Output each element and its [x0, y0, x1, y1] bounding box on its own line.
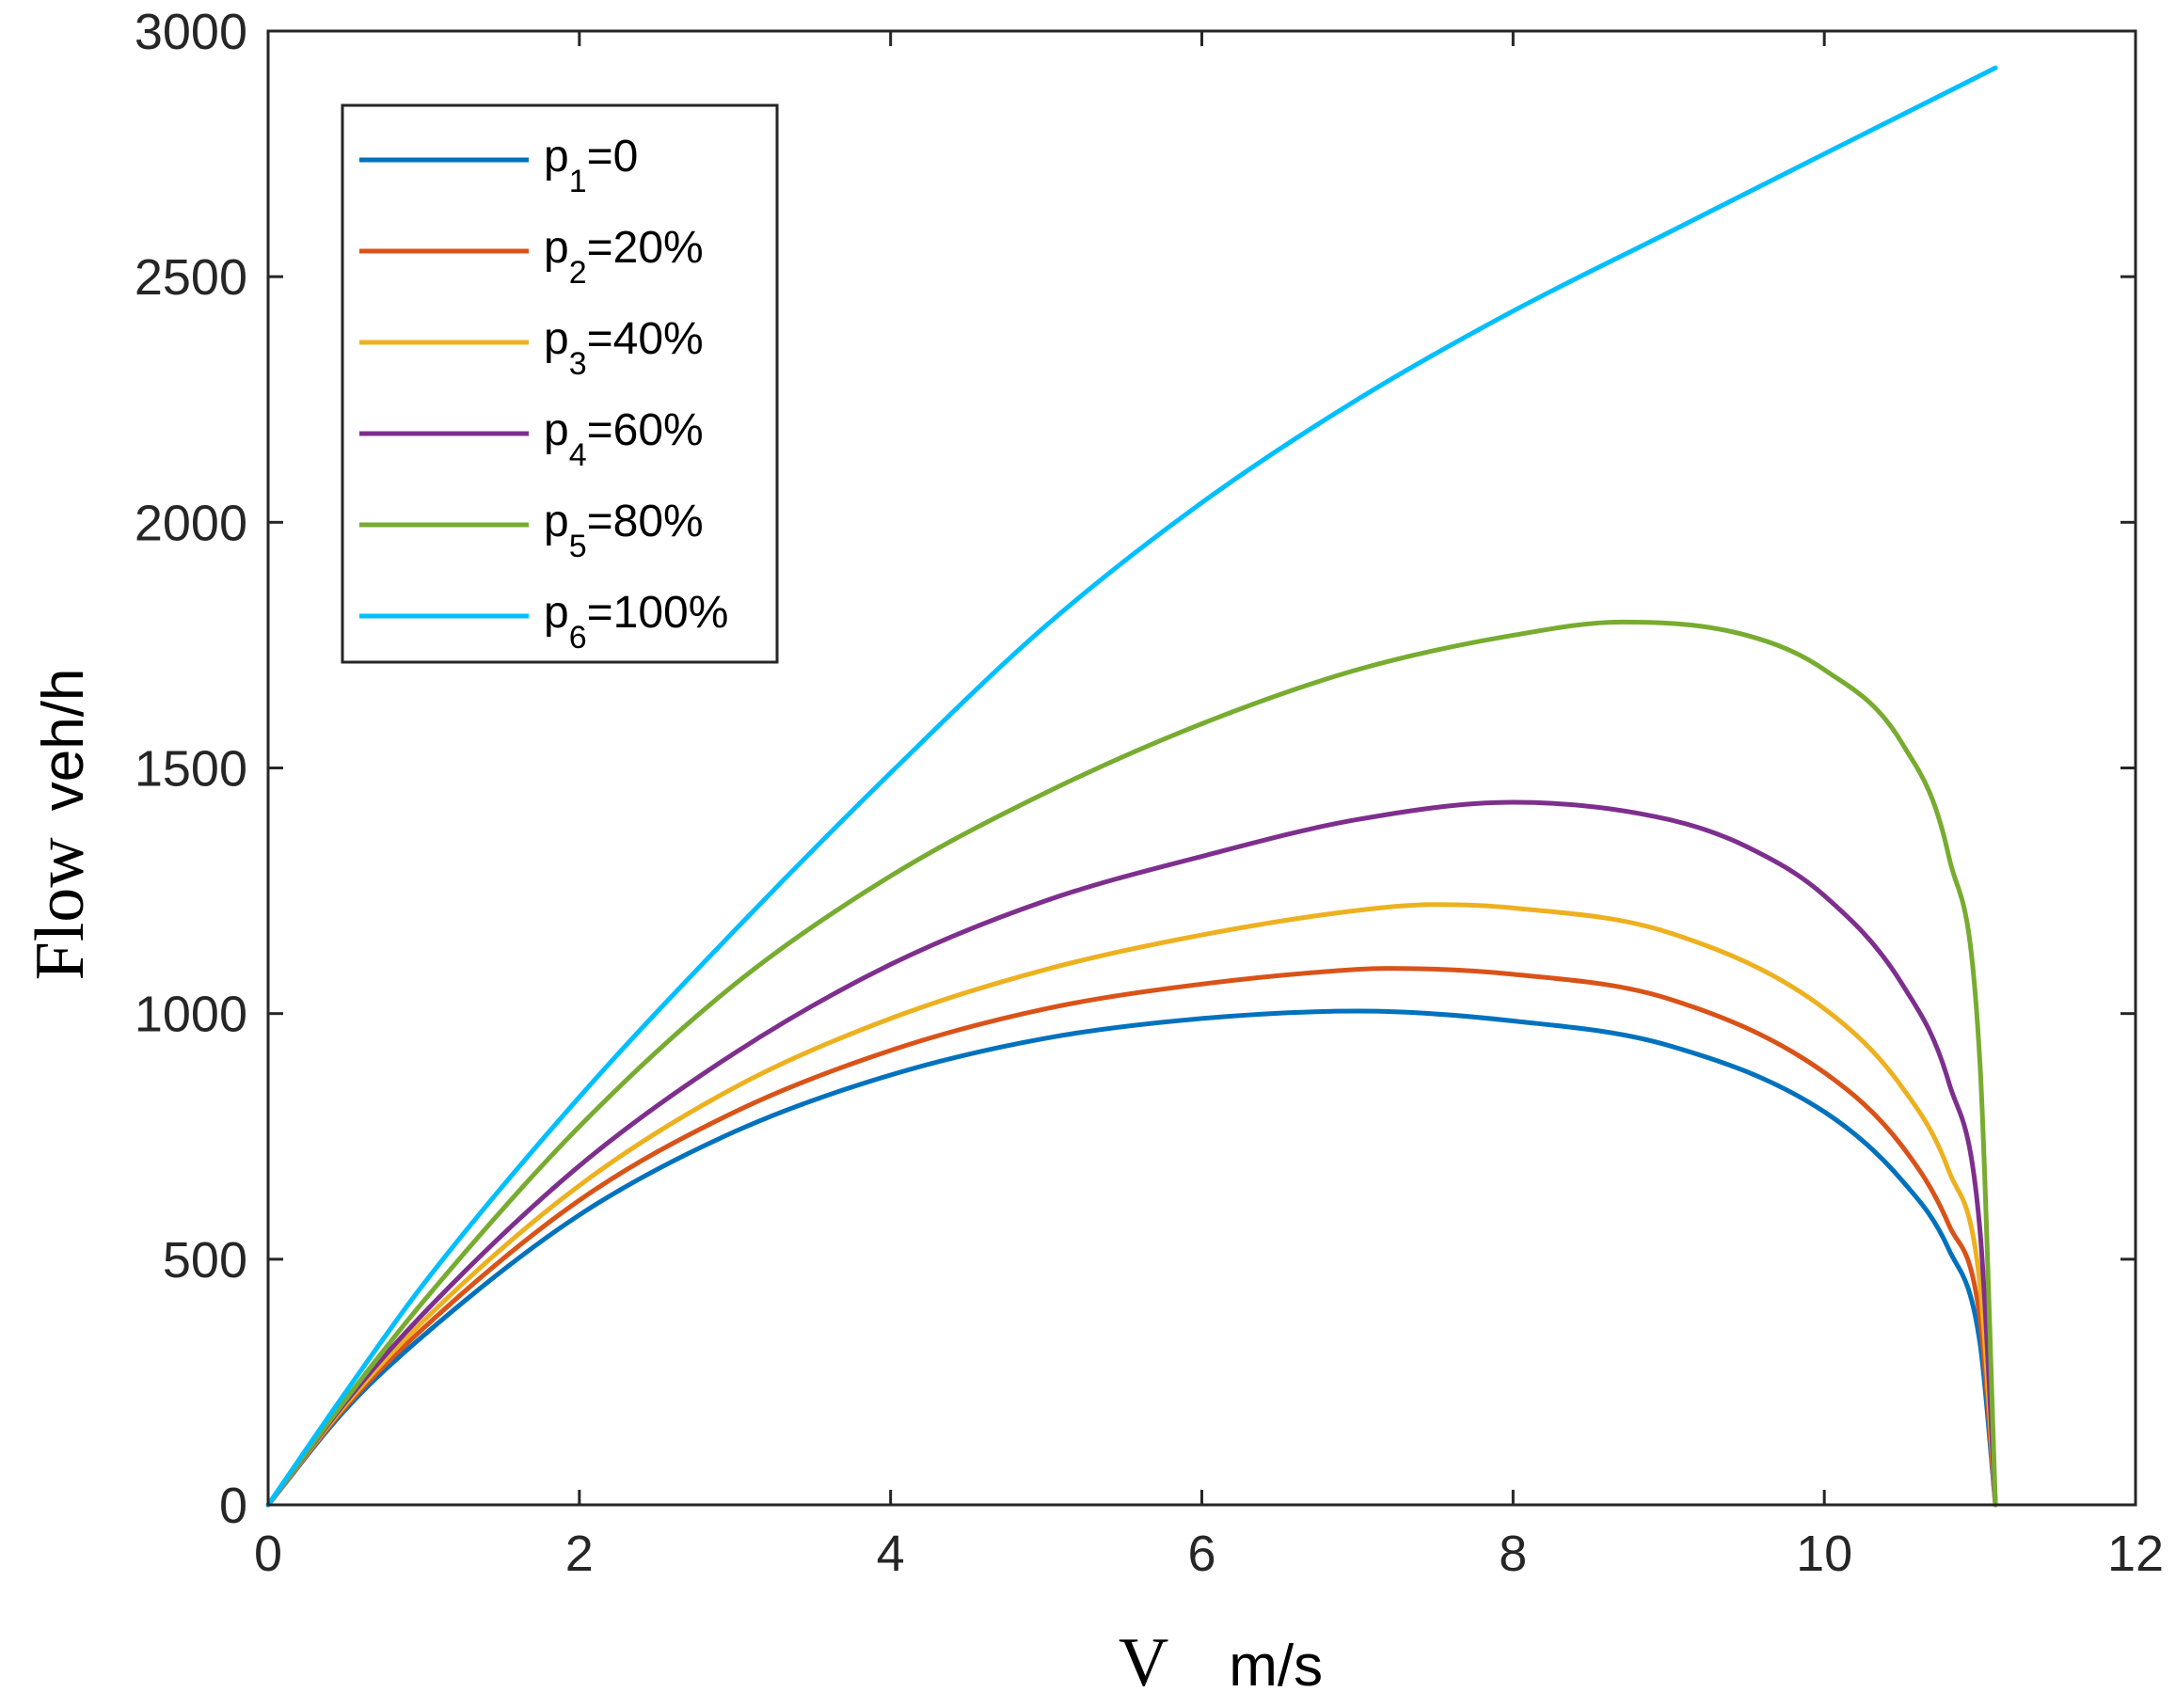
legend-label-rest: =40% — [587, 314, 704, 364]
series-line-p6 — [265, 65, 1998, 1508]
y-tick-label: 2000 — [135, 495, 247, 551]
legend-label-base: p — [544, 497, 569, 546]
ticks-layer — [266, 29, 2137, 1507]
y-tick-label: 500 — [163, 1232, 247, 1289]
legend-label-sub: 5 — [569, 529, 587, 564]
y-axis-unit: veh/h — [31, 669, 96, 812]
y-tick-label: 0 — [219, 1478, 247, 1534]
series-layer — [265, 65, 1998, 1508]
y-tick-label: 3000 — [135, 4, 247, 60]
x-axis-var: V — [1119, 1624, 1168, 1701]
legend-label-sub: 4 — [569, 437, 587, 473]
y-tick-label: 2500 — [135, 249, 247, 306]
y-tick-label: 1000 — [135, 987, 247, 1043]
x-tick-label: 8 — [1499, 1526, 1527, 1582]
legend-label-base: p — [544, 588, 569, 638]
legend-label-p1: p1=0 — [544, 132, 638, 199]
legend-items: p1=0p2=20%p3=40%p4=60%p5=80%p6=100% — [359, 132, 728, 656]
x-tick-label: 0 — [254, 1526, 282, 1582]
legend-label-sub: 2 — [569, 255, 587, 291]
legend-label-p2: p2=20% — [544, 223, 704, 291]
y-axis-label: Flow veh/h — [22, 669, 99, 981]
y-tick-label: 1500 — [135, 741, 247, 798]
x-tick-label: 2 — [565, 1526, 594, 1582]
legend-label-p3: p3=40% — [544, 314, 704, 382]
legend-label-rest: =100% — [587, 588, 729, 638]
legend-label-rest: =0 — [587, 132, 639, 182]
x-axis-unit: m/s — [1229, 1634, 1323, 1699]
legend-label-base: p — [544, 132, 569, 182]
x-tick-label: 10 — [1796, 1526, 1852, 1582]
x-tick-label: 12 — [2107, 1526, 2164, 1582]
legend: p1=0p2=20%p3=40%p4=60%p5=80%p6=100% — [341, 103, 779, 664]
legend-label-base: p — [544, 223, 569, 273]
legend-label-p4: p4=60% — [544, 405, 704, 473]
legend-label-sub: 3 — [569, 346, 587, 382]
legend-label-base: p — [544, 314, 569, 364]
series-line-p2 — [265, 966, 1998, 1508]
series-line-p3 — [265, 902, 1998, 1508]
series-line-p1 — [265, 1008, 1998, 1508]
legend-label-sub: 1 — [569, 164, 587, 199]
legend-label-p6: p6=100% — [544, 588, 728, 656]
legend-label-p5: p5=80% — [544, 497, 704, 564]
legend-label-rest: =80% — [587, 497, 704, 546]
x-tick-label: 4 — [877, 1526, 905, 1582]
legend-box — [341, 103, 779, 664]
series-line-p4 — [265, 799, 1998, 1508]
series-line-p5 — [265, 619, 1998, 1508]
x-tick-label: 6 — [1187, 1526, 1215, 1582]
x-axis-label: V m/s — [1119, 1624, 1323, 1701]
legend-label-sub: 6 — [569, 620, 587, 656]
legend-label-base: p — [544, 405, 569, 455]
legend-label-rest: =20% — [587, 223, 704, 273]
legend-label-rest: =60% — [587, 405, 704, 455]
y-axis-var: Flow — [22, 837, 99, 981]
